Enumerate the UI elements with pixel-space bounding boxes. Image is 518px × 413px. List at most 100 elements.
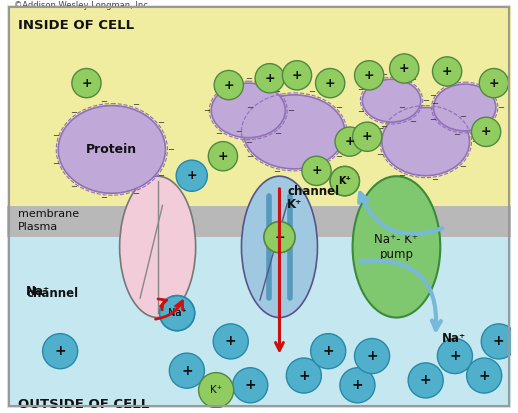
Text: −: − [346, 127, 353, 136]
Text: +: + [54, 344, 66, 358]
Circle shape [264, 221, 295, 253]
Circle shape [255, 64, 284, 93]
Circle shape [176, 160, 207, 191]
Text: K⁺: K⁺ [339, 176, 351, 186]
Text: +: + [225, 335, 237, 349]
Text: −: − [484, 125, 491, 134]
Circle shape [311, 334, 346, 369]
FancyArrowPatch shape [158, 299, 167, 310]
Circle shape [198, 373, 234, 408]
Circle shape [160, 296, 195, 331]
Text: −: − [380, 71, 387, 80]
Circle shape [42, 334, 78, 369]
Text: −: − [398, 171, 405, 180]
Text: −: − [308, 167, 315, 176]
Text: +: + [366, 349, 378, 363]
Text: −: − [471, 137, 478, 146]
Text: +: + [420, 373, 431, 387]
Text: Na⁺: Na⁺ [26, 285, 50, 297]
Circle shape [481, 324, 516, 359]
Text: K⁺: K⁺ [210, 385, 222, 395]
Text: −: − [52, 159, 59, 168]
Text: −: − [429, 91, 436, 100]
Circle shape [330, 166, 359, 196]
Circle shape [353, 122, 382, 151]
Text: −: − [453, 76, 460, 84]
Circle shape [330, 166, 359, 196]
Text: −: − [275, 83, 281, 92]
Text: +: + [218, 150, 228, 163]
Text: −: − [275, 129, 281, 138]
Text: OUTSIDE OF CELL: OUTSIDE OF CELL [18, 398, 150, 411]
Ellipse shape [353, 176, 440, 318]
Text: +: + [181, 364, 193, 377]
Text: −: − [274, 88, 280, 97]
Text: +: + [344, 135, 355, 148]
Circle shape [160, 296, 195, 331]
Text: −: − [497, 103, 504, 112]
Circle shape [479, 69, 509, 98]
Text: +: + [488, 77, 499, 90]
Circle shape [335, 127, 364, 156]
Text: +: + [244, 378, 256, 392]
Text: +: + [186, 169, 197, 182]
Text: −: − [380, 122, 387, 131]
Ellipse shape [243, 95, 345, 169]
Text: −: − [215, 83, 222, 92]
Text: +: + [478, 368, 490, 382]
Ellipse shape [58, 106, 165, 193]
Text: −: − [377, 124, 383, 133]
Text: +: + [493, 335, 505, 349]
Bar [7, 237, 511, 408]
Ellipse shape [362, 79, 421, 122]
Text: −: − [409, 117, 416, 126]
Text: −: − [52, 131, 59, 140]
Text: −: − [459, 162, 467, 171]
Circle shape [315, 69, 345, 98]
Text: ©Addison Wesley Longman, Inc.: ©Addison Wesley Longman, Inc. [15, 1, 151, 10]
Text: +: + [223, 78, 234, 92]
Text: +: + [311, 164, 322, 177]
Circle shape [282, 61, 312, 90]
Text: K⁺: K⁺ [287, 198, 303, 211]
Text: +: + [362, 130, 372, 143]
Text: −: − [409, 76, 416, 85]
Text: −: − [100, 97, 107, 106]
Circle shape [408, 363, 443, 398]
Text: +: + [364, 69, 375, 82]
Text: −: − [167, 145, 174, 154]
Text: −: − [157, 119, 165, 128]
Text: −: − [430, 99, 438, 108]
FancyArrowPatch shape [360, 261, 441, 330]
Ellipse shape [241, 176, 318, 318]
Text: +: + [274, 230, 285, 244]
Circle shape [286, 358, 321, 393]
Text: −: − [235, 127, 242, 136]
Circle shape [390, 54, 419, 83]
Text: Na⁺: Na⁺ [168, 308, 186, 318]
Circle shape [72, 69, 101, 98]
Circle shape [437, 339, 472, 374]
Text: +: + [481, 126, 492, 138]
Text: −: − [357, 85, 364, 94]
Circle shape [302, 156, 331, 185]
FancyArrowPatch shape [276, 189, 283, 350]
Ellipse shape [120, 176, 196, 318]
Circle shape [433, 57, 462, 86]
Text: Na⁺: Na⁺ [168, 308, 186, 318]
Text: −: − [274, 167, 280, 176]
Text: −: − [336, 103, 342, 112]
Text: −: − [246, 152, 253, 161]
Circle shape [213, 324, 248, 359]
FancyArrowPatch shape [359, 193, 442, 234]
Text: −: − [429, 115, 436, 124]
Text: −: − [484, 81, 491, 90]
Text: −: − [100, 193, 107, 202]
Text: +: + [449, 349, 461, 363]
Text: −: − [245, 74, 252, 83]
Ellipse shape [434, 84, 496, 131]
Circle shape [340, 368, 375, 403]
Text: +: + [325, 77, 336, 90]
Circle shape [467, 358, 502, 393]
Text: −: − [422, 96, 429, 105]
